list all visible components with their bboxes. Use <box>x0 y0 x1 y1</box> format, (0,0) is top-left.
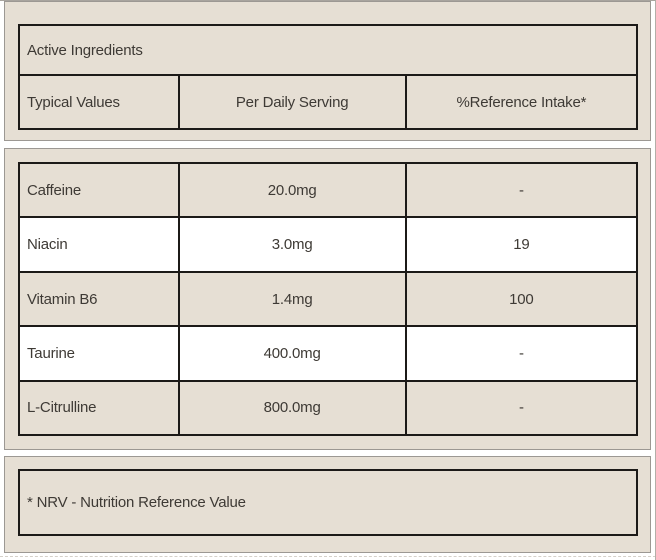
reference-intake-cell: 19 <box>404 218 636 271</box>
column-header-typical-values: Typical Values <box>27 93 120 111</box>
table-row: Vitamin B6 1.4mg 100 <box>20 272 636 328</box>
table-row: Niacin 3.0mg 19 <box>20 218 636 273</box>
per-serving-cell: 800.0mg <box>177 381 405 435</box>
reference-intake-cell: - <box>404 381 636 435</box>
ingredient-name-cell: L-Citrulline <box>27 399 97 417</box>
section-title: Active Ingredients <box>27 41 143 59</box>
ingredients-table: Caffeine 20.0mg - Niacin 3.0mg 19 Vitami… <box>18 162 638 436</box>
per-serving-cell: 1.4mg <box>177 272 405 326</box>
per-serving-cell: 400.0mg <box>177 327 405 380</box>
footnote-panel: * NRV - Nutrition Reference Value <box>4 456 651 553</box>
ingredient-name-cell: Niacin <box>27 236 68 254</box>
footnote-box: * NRV - Nutrition Reference Value <box>18 469 638 536</box>
section-title-row: Active Ingredients <box>20 26 636 76</box>
reference-intake-cell: - <box>404 164 636 217</box>
ingredients-table-panel: Caffeine 20.0mg - Niacin 3.0mg 19 Vitami… <box>4 148 651 450</box>
ingredient-name-cell: Taurine <box>27 344 75 362</box>
table-row: L-Citrulline 800.0mg - <box>20 381 636 435</box>
table-row: Caffeine 20.0mg - <box>20 164 636 219</box>
reference-intake-cell: 100 <box>404 272 636 326</box>
column-header-reference-intake: %Reference Intake* <box>404 76 636 128</box>
cutoff-divider <box>0 556 656 557</box>
column-header-row: Typical Values Per Daily Serving %Refere… <box>20 76 636 128</box>
column-header-per-daily-serving: Per Daily Serving <box>177 76 405 128</box>
ingredient-name-cell: Vitamin B6 <box>27 290 98 308</box>
table-row: Taurine 400.0mg - <box>20 327 636 382</box>
ingredient-name-cell: Caffeine <box>27 181 81 199</box>
ingredients-header-panel: Active Ingredients Typical Values Per Da… <box>4 1 651 141</box>
per-serving-cell: 20.0mg <box>177 164 405 217</box>
nrv-footnote: * NRV - Nutrition Reference Value <box>27 494 246 511</box>
ingredients-header-box: Active Ingredients Typical Values Per Da… <box>18 24 638 130</box>
reference-intake-cell: - <box>404 327 636 380</box>
per-serving-cell: 3.0mg <box>177 218 405 271</box>
